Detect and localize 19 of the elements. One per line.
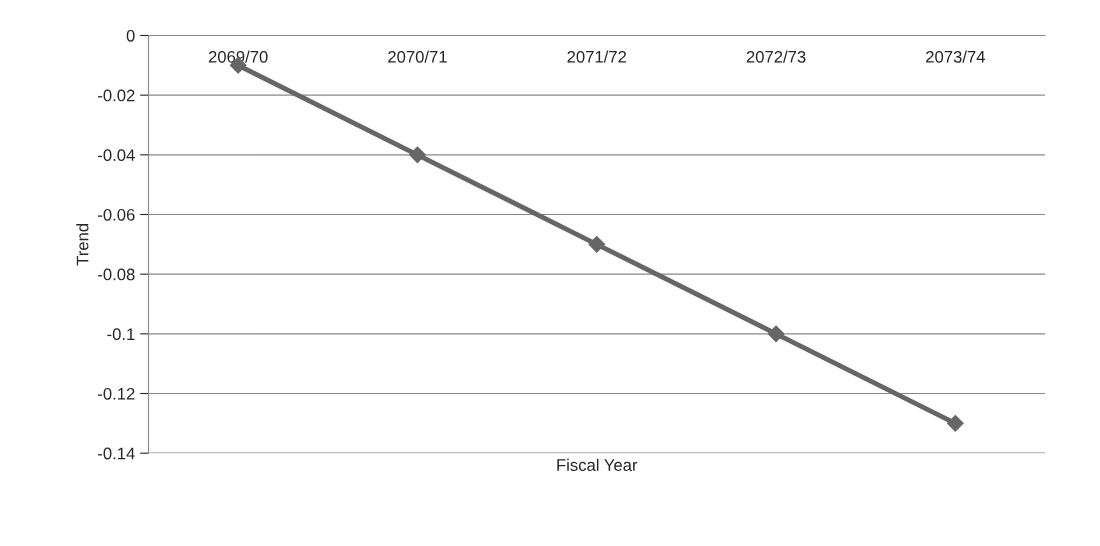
point bbox=[946, 414, 964, 432]
y-axis-title: Trend bbox=[76, 223, 89, 266]
x-tick-label: 2072/73 bbox=[746, 50, 806, 63]
y-tick-label: -0.02 bbox=[98, 89, 135, 102]
y-tick-label: -0.1 bbox=[107, 328, 135, 341]
y-tick-label: 0 bbox=[126, 29, 135, 42]
y-tick-label: -0.04 bbox=[98, 149, 135, 162]
point bbox=[767, 325, 785, 343]
x-tick-label: 2071/72 bbox=[567, 50, 627, 63]
x-tick-label: 2070/71 bbox=[388, 50, 447, 63]
y-tick-label: -0.12 bbox=[98, 387, 135, 400]
x-axis-title: Fiscal Year bbox=[557, 458, 638, 471]
y-tick-label: -0.08 bbox=[98, 268, 135, 281]
x-tick-label: 2069/70 bbox=[208, 50, 268, 63]
y-tick-label: -0.06 bbox=[98, 208, 135, 221]
x-tick-label: 2073/74 bbox=[926, 50, 985, 63]
point bbox=[588, 235, 606, 253]
y-tick-label: -0.14 bbox=[98, 447, 135, 460]
point bbox=[409, 146, 426, 164]
